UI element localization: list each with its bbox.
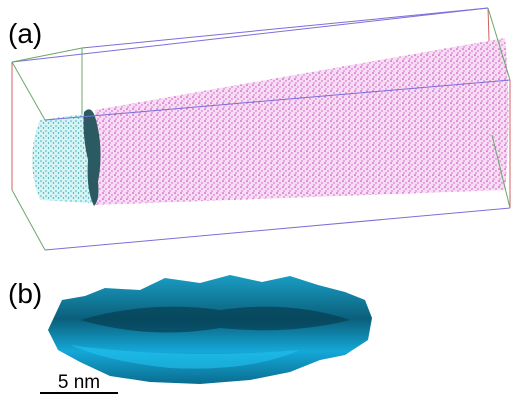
page: (a) (b) 5 nm (() => { const data = JSON.…	[0, 0, 514, 398]
figure: (a) (b) 5 nm	[0, 0, 514, 398]
scale-bar-label: 5 nm	[58, 372, 100, 393]
panel-label: (a)	[8, 18, 42, 49]
matrix-atoms	[95, 38, 509, 205]
precipitate-atoms	[32, 113, 92, 203]
panel-label: (b)	[8, 278, 42, 309]
